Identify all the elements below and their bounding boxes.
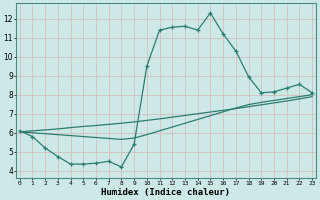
X-axis label: Humidex (Indice chaleur): Humidex (Indice chaleur) [101, 188, 230, 197]
